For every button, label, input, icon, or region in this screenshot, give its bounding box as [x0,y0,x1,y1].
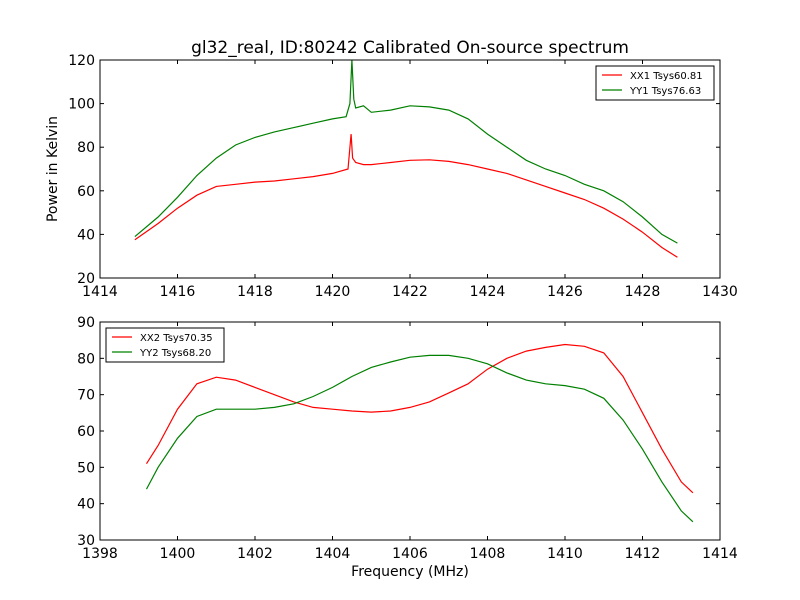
top-panel: 1414 1416 1418 1420 1422 1424 1426 1428 1430 20 40… [45,53,738,300]
top-x-tick-label: 1418 [237,284,273,300]
bottom-y-tick-label: 30 [77,533,95,549]
bottom-panel-ticks: 1398 1400 1402 1404 1406 1408 1410 1412 1414 30 40… [77,315,738,562]
bottom-series-line-1 [145,343,694,494]
top-x-tick-label: 1426 [547,284,583,300]
chart-title: gl32_real, ID:80242 Calibrated On-source… [191,38,629,58]
top-panel-legend: XX1 Tsys60.81 YY1 Tsys76.63 [595,65,715,101]
top-y-tick-label: 80 [77,140,95,156]
top-x-tick-label: 1416 [160,284,196,300]
bottom-x-axis-label: Frequency (MHz) [351,564,469,580]
top-y-tick-label: 60 [77,184,95,200]
top-x-tick-label: 1414 [82,284,118,300]
top-x-tick-label: 1422 [392,284,428,300]
top-x-tick-label: 1430 [702,284,738,300]
bottom-panel: 1398 1400 1402 1404 1406 1408 1410 1412 1414 30 40… [77,315,738,580]
top-panel-ticks: 1414 1416 1418 1420 1422 1424 1426 1428 1430 20 40… [68,53,738,300]
top-y-tick-label: 20 [77,271,95,287]
top-x-tick-label: 1420 [315,284,351,300]
bottom-x-tick-label: 1410 [547,546,583,562]
top-y-tick-label: 40 [77,227,95,243]
top-legend-label-2: YY1 Tsys76.63 [629,86,701,97]
bottom-y-tick-label: 50 [77,460,95,476]
top-legend-label-1: XX1 Tsys60.81 [630,71,703,82]
top-legend-box [595,65,715,101]
bottom-x-tick-label: 1404 [315,546,351,562]
top-series-line-1 [134,134,678,258]
top-y-tick-label: 120 [68,53,95,69]
bottom-panel-legend: XX2 Tsys70.35 YY2 Tsys68.20 [105,327,225,363]
bottom-y-tick-label: 40 [77,497,95,513]
top-y-axis-label: Power in Kelvin [45,116,61,222]
bottom-legend-label-1: XX2 Tsys70.35 [140,333,213,344]
top-y-tick-label: 100 [68,97,95,113]
top-x-tick-label: 1428 [625,284,661,300]
bottom-x-tick-label: 1398 [82,546,118,562]
bottom-panel-series [145,343,694,523]
bottom-y-tick-label: 80 [77,351,95,367]
bottom-x-tick-label: 1412 [625,546,661,562]
bottom-legend-box [105,327,225,363]
top-x-tick-label: 1424 [470,284,506,300]
bottom-x-tick-label: 1408 [470,546,506,562]
top-series-line-2 [134,59,678,244]
bottom-x-tick-label: 1414 [702,546,738,562]
bottom-x-tick-label: 1400 [160,546,196,562]
bottom-y-tick-label: 90 [77,315,95,331]
top-panel-series [134,59,678,258]
bottom-x-tick-label: 1406 [392,546,428,562]
bottom-legend-label-2: YY2 Tsys68.20 [139,348,211,359]
bottom-x-tick-label: 1402 [237,546,273,562]
bottom-y-tick-label: 70 [77,388,95,404]
bottom-series-line-2 [145,354,694,523]
bottom-y-tick-label: 60 [77,424,95,440]
